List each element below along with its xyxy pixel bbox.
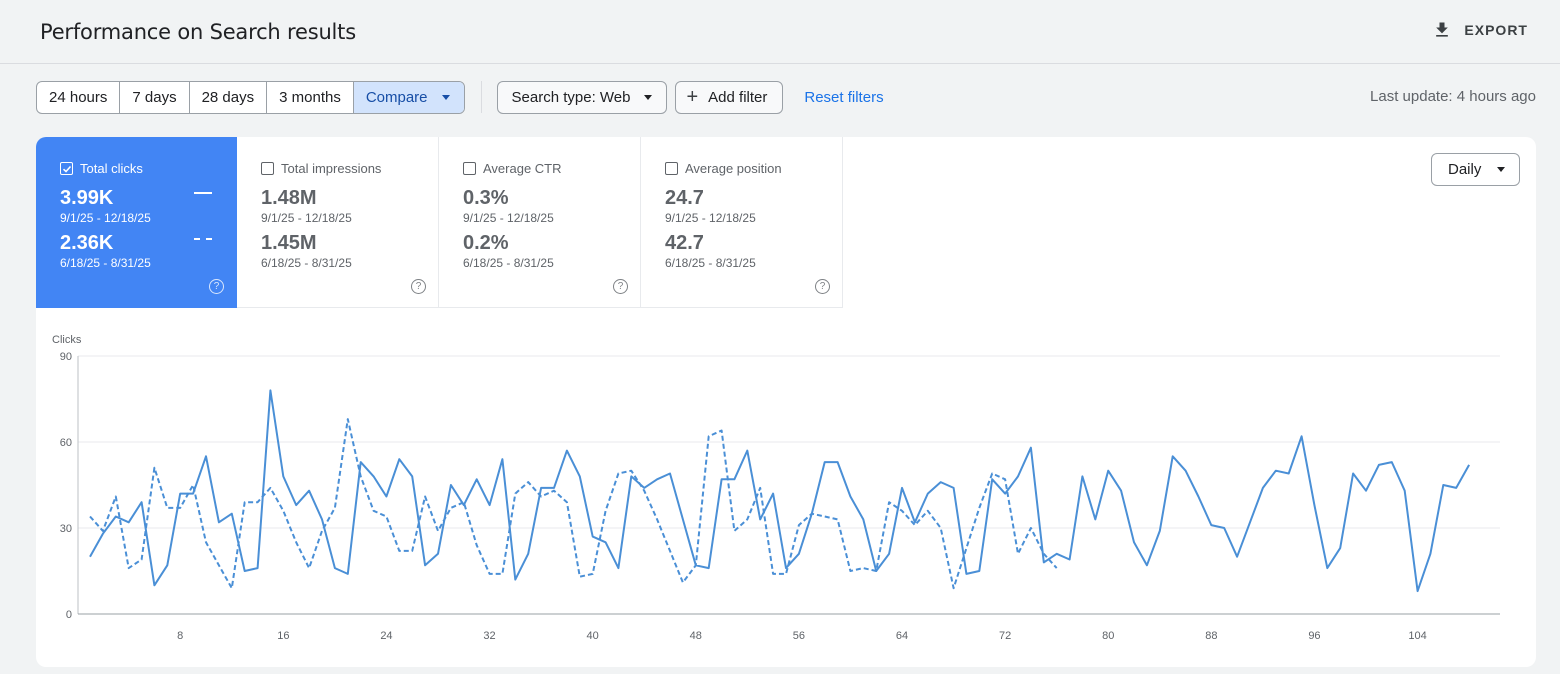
help-icon[interactable]: ? — [411, 279, 426, 294]
checkbox-unchecked-icon[interactable] — [463, 162, 476, 175]
metric-label-row: Total clicks — [60, 161, 236, 176]
range-28-days-button[interactable]: 28 days — [190, 81, 268, 113]
metric-range-previous: 6/18/25 - 8/31/25 — [665, 256, 756, 270]
metric-tabs: Total clicks 3.99K 9/1/25 - 12/18/25 2.3… — [36, 137, 843, 308]
add-filter-label: Add filter — [708, 88, 768, 106]
x-tick-label: 8 — [177, 630, 183, 642]
metric-average-position[interactable]: Average position 24.7 9/1/25 - 12/18/25 … — [641, 137, 843, 308]
x-tick-label: 88 — [1205, 630, 1217, 642]
x-tick-label: 104 — [1408, 630, 1426, 642]
checkbox-unchecked-icon[interactable] — [665, 162, 678, 175]
search-type-dropdown[interactable]: Search type: Web — [496, 80, 668, 114]
x-tick-label: 24 — [380, 630, 392, 642]
y-tick-label: 0 — [66, 609, 72, 621]
metric-value-current: 3.99K — [60, 187, 114, 209]
reset-filters-link[interactable]: Reset filters — [804, 88, 884, 106]
top-bar: Performance on Search results EXPORT — [0, 0, 1560, 64]
export-button[interactable]: EXPORT — [1432, 20, 1528, 40]
solid-line-legend-icon — [194, 192, 212, 194]
metric-value-previous: 42.7 — [665, 232, 704, 254]
add-filter-button[interactable]: + Add filter — [675, 80, 784, 114]
y-tick-label: 90 — [60, 351, 72, 363]
search-type-label: Search type: Web — [511, 88, 631, 106]
granularity-dropdown[interactable]: Daily — [1431, 153, 1520, 186]
range-24-hours-button[interactable]: 24 hours — [37, 81, 121, 113]
x-tick-label: 32 — [483, 630, 495, 642]
last-update-text: Last update: 4 hours ago — [1370, 88, 1536, 105]
metric-value-current: 24.7 — [665, 187, 704, 209]
compare-label: Compare — [365, 88, 428, 106]
y-tick-label: 60 — [60, 437, 72, 449]
x-tick-label: 48 — [690, 630, 702, 642]
x-tick-label: 16 — [277, 630, 289, 642]
x-tick-label: 64 — [896, 630, 908, 642]
help-icon[interactable]: ? — [209, 279, 224, 294]
metric-range-previous: 6/18/25 - 8/31/25 — [463, 256, 554, 270]
y-axis-label: Clicks — [52, 334, 82, 346]
dashed-line-legend-icon — [194, 238, 212, 240]
filter-controls: 24 hours 7 days 28 days 3 months Compare… — [36, 80, 884, 114]
x-tick-label: 96 — [1308, 630, 1320, 642]
plus-icon: + — [686, 86, 699, 108]
checkbox-checked-icon[interactable] — [60, 162, 73, 175]
metric-range-current: 9/1/25 - 12/18/25 — [261, 211, 352, 225]
download-icon — [1436, 22, 1449, 37]
export-label: EXPORT — [1464, 22, 1528, 38]
y-tick-label: 30 — [60, 523, 72, 535]
caret-down-icon — [441, 94, 450, 100]
previous-period-line — [89, 418, 1058, 590]
metric-label: Total impressions — [281, 161, 382, 176]
divider — [480, 81, 482, 113]
checkbox-unchecked-icon[interactable] — [261, 162, 274, 175]
range-7-days-button[interactable]: 7 days — [120, 81, 190, 113]
current-period-line — [89, 389, 1470, 593]
metric-range-previous: 6/18/25 - 8/31/25 — [60, 256, 151, 270]
x-tick-label: 40 — [587, 630, 599, 642]
caret-down-icon — [644, 94, 653, 100]
clicks-line-chart: Clicks 0 30 60 90 8 16 24 32 40 48 56 64 72 80 88 96 10… — [52, 334, 1500, 642]
help-icon[interactable]: ? — [815, 279, 830, 294]
page-title: Performance on Search results — [40, 20, 356, 44]
metric-range-current: 9/1/25 - 12/18/25 — [665, 211, 756, 225]
x-tick-label: 80 — [1102, 630, 1114, 642]
range-3-months-button[interactable]: 3 months — [267, 81, 354, 113]
metric-label-row: Average position — [665, 161, 842, 176]
metric-label-row: Average CTR — [463, 161, 640, 176]
compare-button[interactable]: Compare — [353, 81, 464, 113]
x-tick-label: 56 — [793, 630, 805, 642]
metric-total-impressions[interactable]: Total impressions 1.48M 9/1/25 - 12/18/2… — [237, 137, 439, 308]
metric-range-previous: 6/18/25 - 8/31/25 — [261, 256, 352, 270]
date-range-selector: 24 hours 7 days 28 days 3 months Compare — [36, 80, 465, 114]
metric-average-ctr[interactable]: Average CTR 0.3% 9/1/25 - 12/18/25 0.2% … — [439, 137, 641, 308]
metric-total-clicks[interactable]: Total clicks 3.99K 9/1/25 - 12/18/25 2.3… — [36, 137, 237, 308]
metric-range-current: 9/1/25 - 12/18/25 — [60, 211, 151, 225]
metric-range-current: 9/1/25 - 12/18/25 — [463, 211, 554, 225]
x-tick-label: 72 — [999, 630, 1011, 642]
performance-card: Total clicks 3.99K 9/1/25 - 12/18/25 2.3… — [36, 137, 1536, 667]
metric-label: Average position — [685, 161, 782, 176]
help-icon[interactable]: ? — [613, 279, 628, 294]
metric-value-previous: 2.36K — [60, 232, 114, 254]
metric-value-previous: 1.45M — [261, 232, 317, 254]
metric-label: Average CTR — [483, 161, 562, 176]
metric-value-current: 0.3% — [463, 187, 509, 209]
metric-label: Total clicks — [80, 161, 143, 176]
caret-down-icon — [1497, 167, 1505, 172]
metric-value-previous: 0.2% — [463, 232, 509, 254]
metric-label-row: Total impressions — [261, 161, 438, 176]
granularity-label: Daily — [1448, 161, 1482, 178]
metric-value-current: 1.48M — [261, 187, 317, 209]
